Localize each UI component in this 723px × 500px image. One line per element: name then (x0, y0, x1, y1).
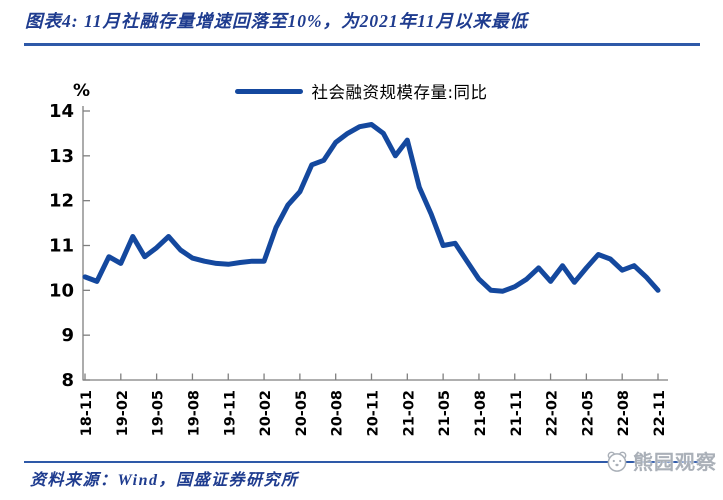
legend-label: 社会融资规模存量:同比 (311, 83, 488, 102)
y-tick-label: 10 (49, 280, 74, 301)
series-line (82, 122, 661, 294)
figure-title: 图表4: 11月社融存量增速回落至10%，为2021年11月以来最低 (25, 11, 529, 31)
chart-legend: 社会融资规模存量:同比 (0, 79, 723, 103)
source-note: 资料来源：Wind，国盛证券研究所 (30, 472, 299, 489)
x-tick-label: 21-05 (437, 390, 453, 436)
x-tick-label: 22-08 (616, 390, 632, 436)
watermark: 熊园观察 (604, 446, 717, 475)
x-tick-label: 18-11 (79, 390, 95, 436)
x-tick-label: 19-02 (115, 390, 131, 436)
x-tick-label: 20-02 (258, 390, 274, 436)
y-tick-label: 13 (49, 146, 74, 167)
y-tick-label: 9 (61, 325, 74, 346)
legend-line-marker (235, 88, 304, 94)
y-axis-ticks: 8 9 10 11 12 13 14 (49, 101, 90, 391)
footer-divider (24, 461, 700, 463)
x-tick-label: 19-11 (222, 390, 238, 436)
x-tick-label: 20-11 (366, 390, 382, 436)
x-tick-label: 22-02 (545, 390, 561, 436)
y-tick-label: 8 (61, 370, 74, 391)
x-axis-ticks: 18-11 19-02 19-05 19-08 19-11 20-02 20-05 20-08… (79, 373, 668, 436)
x-tick-label: 19-05 (151, 390, 167, 436)
axes (82, 106, 668, 381)
x-tick-label: 20-05 (294, 390, 310, 436)
x-tick-label: 21-11 (509, 390, 525, 436)
y-tick-label: 14 (49, 101, 74, 122)
x-tick-label: 21-08 (473, 390, 489, 436)
y-tick-label: 12 (49, 191, 74, 212)
bear-icon (607, 451, 627, 472)
x-tick-label: 22-11 (652, 390, 668, 436)
x-tick-label: 20-08 (330, 390, 346, 436)
y-axis-unit-label: % (73, 81, 90, 101)
line-chart: 8 9 10 11 12 13 14% 18-11 19-02 19-05 19-08 19-11 20… (49, 81, 668, 436)
x-tick-label: 22-05 (580, 390, 596, 436)
y-tick-label: 11 (49, 236, 74, 257)
watermark-text: 熊园观察 (633, 450, 717, 474)
x-tick-label: 21-02 (401, 390, 417, 436)
x-tick-label: 19-08 (186, 390, 202, 436)
title-divider (24, 43, 700, 46)
